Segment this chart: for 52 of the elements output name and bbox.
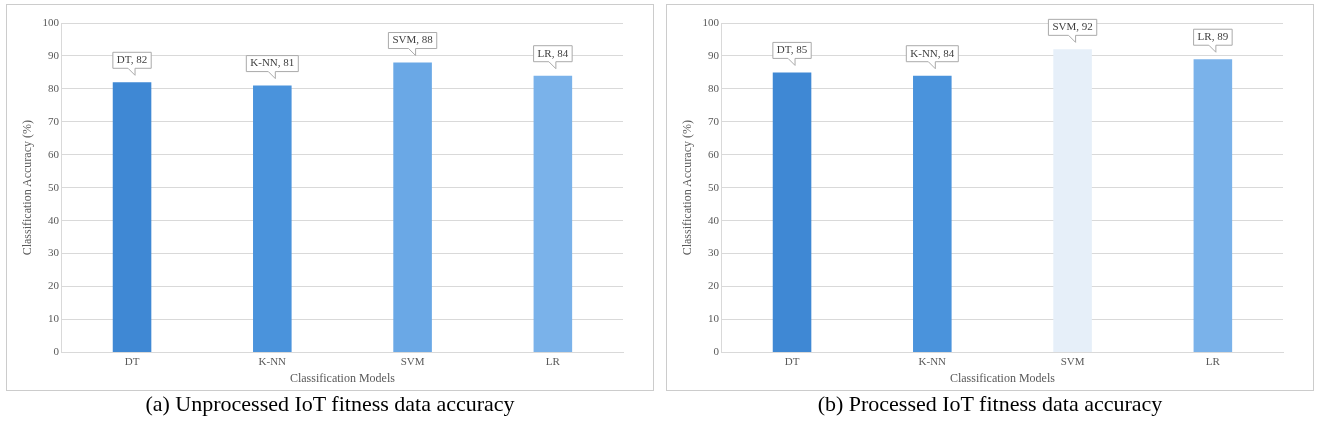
data-label: SVM, 88 [392,33,434,46]
y-tick-label: 60 [707,147,720,160]
bar [533,75,573,352]
data-label: SVM, 92 [1052,20,1093,33]
y-tick-label: 0 [53,345,60,358]
data-label: K-NN, 84 [910,46,955,59]
y-tick-label: 30 [707,246,720,259]
y-tick-label: 40 [707,213,720,226]
y-tick-label: 80 [707,81,720,94]
data-label: DT, 82 [116,53,148,66]
y-tick-label: 60 [47,147,60,160]
x-axis-title: Classification Models [949,370,1056,385]
y-tick-label: 10 [707,312,720,325]
bar [772,72,812,352]
bar [393,62,432,352]
data-label: LR, 84 [537,46,569,59]
y-tick-label: 90 [47,48,60,61]
y-tick-label: 10 [47,312,60,325]
y-tick-label: 100 [42,15,60,28]
bar [913,75,952,352]
y-tick-label: 90 [707,48,720,61]
bar [1053,49,1092,352]
y-axis-title: Classification Accuracy (%) [680,120,695,256]
x-tick-label: LR [545,354,561,367]
x-tick-label: K-NN [918,354,947,367]
y-tick-label: 0 [713,345,720,358]
x-tick-label: DT [124,354,140,367]
text: (b) Processed IoT fitness data accuracy [816,391,1164,417]
x-tick-label: K-NN [258,354,287,367]
bar [253,85,292,352]
text: (a) Unprocessed IoT fitness data accuracy [144,391,516,417]
y-axis-title: Classification Accuracy (%) [20,120,35,256]
data-label: DT, 85 [776,43,808,56]
data-label: K-NN, 81 [250,56,295,69]
x-tick-label: SVM [400,354,425,367]
x-axis-title: Classification Models [289,370,396,385]
y-tick-label: 20 [707,279,720,292]
y-tick-label: 50 [47,180,60,193]
y-tick-label: 70 [707,114,720,127]
x-tick-label: SVM [1060,354,1085,367]
y-tick-label: 70 [47,114,60,127]
bar [1193,59,1233,352]
y-tick-label: 30 [47,246,60,259]
y-tick-label: 50 [707,180,720,193]
x-tick-label: DT [784,354,800,367]
data-label: LR, 89 [1197,30,1229,43]
bar [112,82,152,352]
y-tick-label: 80 [47,81,60,94]
x-tick-label: LR [1205,354,1221,367]
y-tick-label: 100 [702,15,720,28]
y-tick-label: 40 [47,213,60,226]
y-tick-label: 20 [47,279,60,292]
